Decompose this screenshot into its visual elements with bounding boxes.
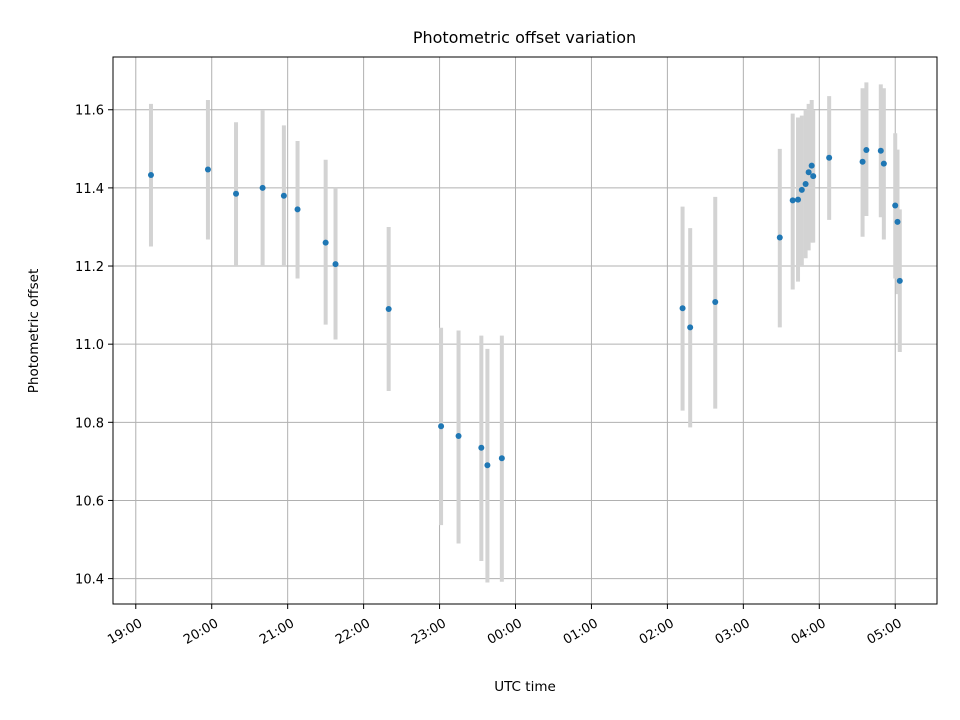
- chart-title: Photometric offset variation: [413, 28, 636, 47]
- data-point: [894, 218, 901, 225]
- data-point: [233, 190, 240, 197]
- x-axis-label: UTC time: [494, 679, 556, 695]
- data-point: [776, 234, 783, 241]
- data-point: [863, 146, 870, 153]
- y-tick-label: 11.0: [75, 338, 104, 353]
- data-point: [455, 432, 462, 439]
- data-points: [147, 146, 903, 469]
- y-tick-label: 11.6: [75, 104, 104, 119]
- data-point: [259, 184, 266, 191]
- data-point: [280, 192, 287, 199]
- plot-frame: [112, 56, 938, 605]
- y-tick-label: 10.8: [75, 416, 104, 431]
- y-tick-label: 10.6: [75, 494, 104, 509]
- data-point: [498, 455, 505, 462]
- y-tick-label: 11.2: [75, 260, 104, 275]
- data-point: [322, 239, 329, 246]
- data-point: [798, 186, 805, 193]
- data-point: [679, 305, 686, 312]
- data-point: [859, 158, 866, 165]
- data-point: [795, 196, 802, 203]
- data-point: [294, 206, 301, 213]
- data-point: [478, 444, 485, 451]
- data-point: [204, 166, 211, 173]
- data-point: [896, 277, 903, 284]
- data-point: [892, 202, 899, 209]
- y-axis-label: Photometric offset: [26, 269, 42, 393]
- data-point: [438, 423, 445, 430]
- y-tick-label: 11.4: [75, 182, 104, 197]
- data-point: [802, 180, 809, 187]
- data-point: [385, 306, 392, 313]
- y-tick-label: 10.4: [75, 573, 104, 588]
- y-axis-ticks: 10.4 10.6 10.8 11.0 11.2 11.4 11.6: [75, 104, 113, 588]
- data-point: [877, 147, 884, 154]
- data-point: [826, 154, 833, 161]
- data-point: [880, 160, 887, 167]
- data-point: [789, 197, 796, 204]
- data-point: [810, 173, 817, 180]
- data-point: [712, 298, 719, 305]
- data-point: [687, 324, 694, 331]
- data-point: [332, 261, 339, 268]
- data-point: [147, 171, 154, 178]
- data-point: [805, 169, 812, 176]
- data-point: [808, 162, 815, 169]
- data-point: [484, 462, 491, 469]
